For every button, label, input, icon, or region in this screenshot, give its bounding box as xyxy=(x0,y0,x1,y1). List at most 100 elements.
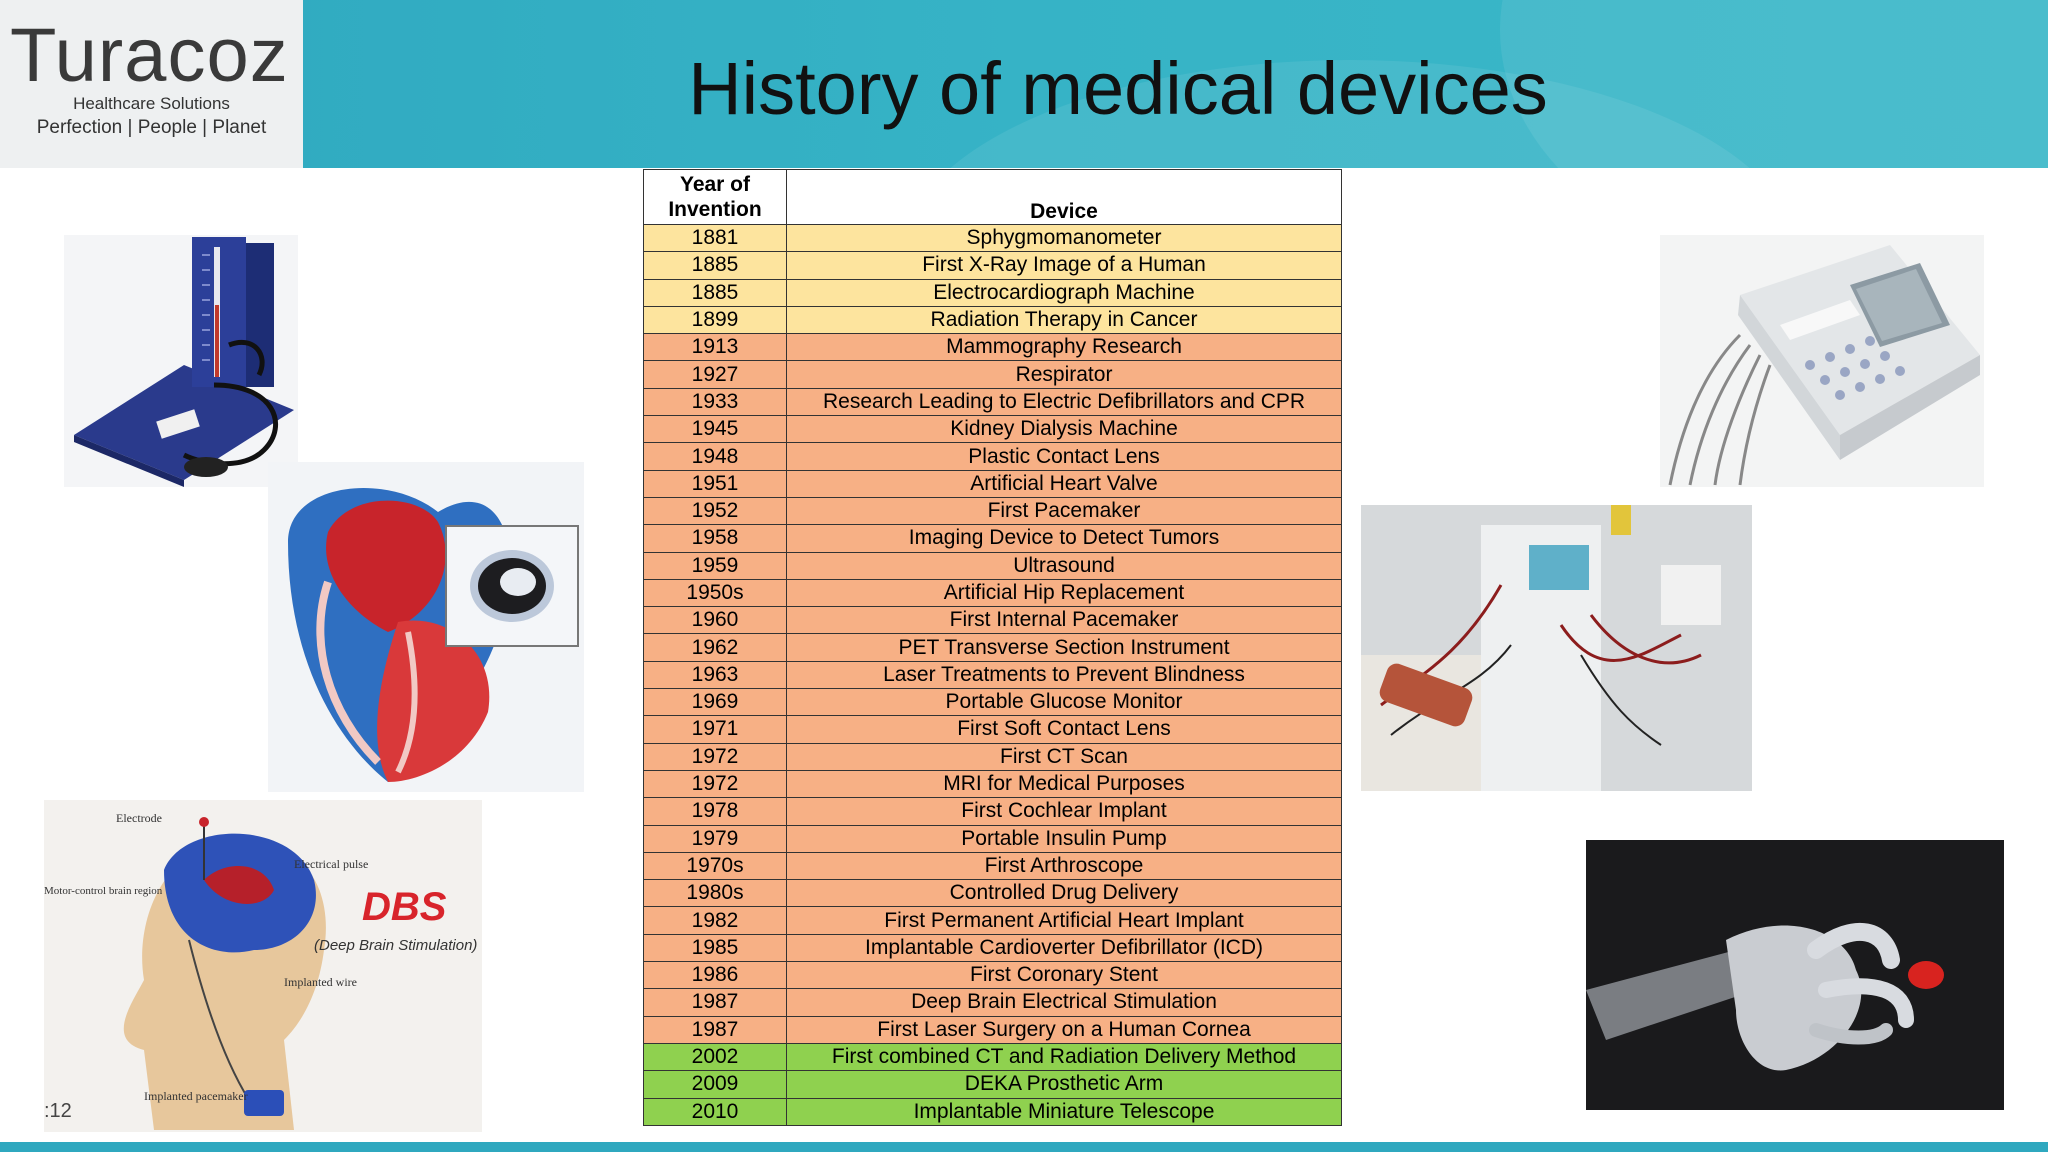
device-cell: First CT Scan xyxy=(786,742,1342,771)
label-motor: Motor-control brain region xyxy=(44,885,163,897)
device-cell: Radiation Therapy in Cancer xyxy=(786,305,1342,335)
year-cell: 1950s xyxy=(643,578,787,608)
table-row: 1913 Mammography Research xyxy=(643,333,1342,362)
year-cell: 1987 xyxy=(643,1015,787,1044)
device-cell: First Pacemaker xyxy=(786,496,1342,526)
year-cell: 1958 xyxy=(643,524,787,553)
year-cell: 1970s xyxy=(643,851,787,881)
label-pacemaker: Implanted pacemaker xyxy=(144,1089,248,1103)
table-row: 1987 First Laser Surgery on a Human Corne… xyxy=(643,1015,1342,1044)
device-cell: Deep Brain Electrical Stimulation xyxy=(786,988,1342,1017)
table-row: 1899 Radiation Therapy in Cancer xyxy=(643,305,1342,335)
device-cell: Sphygmomanometer xyxy=(786,223,1342,253)
device-cell: First combined CT and Radiation Delivery… xyxy=(786,1042,1342,1072)
year-cell: 1952 xyxy=(643,496,787,526)
year-cell: 1881 xyxy=(643,223,787,253)
device-cell: Artificial Heart Valve xyxy=(786,469,1342,498)
table-row: 1950s Artificial Hip Replacement xyxy=(643,578,1342,608)
prosthetic-arm-image xyxy=(1586,840,2004,1110)
table-row: 1927 Respirator xyxy=(643,360,1342,389)
logo-wordmark: Turacoz xyxy=(10,13,289,98)
table-row: 1978 First Cochlear Implant xyxy=(643,797,1342,826)
table-row: 1958 Imaging Device to Detect Tumors xyxy=(643,524,1342,553)
column-header-year: Year of Invention xyxy=(643,169,787,225)
label-wire: Implanted wire xyxy=(284,975,357,989)
table-row: 1885 First X-Ray Image of a Human xyxy=(643,251,1342,280)
year-cell: 1945 xyxy=(643,415,787,444)
table-row: 1963 Laser Treatments to Prevent Blindnes… xyxy=(643,660,1342,690)
year-cell: 1933 xyxy=(643,387,787,417)
device-cell: First Laser Surgery on a Human Cornea xyxy=(786,1015,1342,1044)
device-cell: First Internal Pacemaker xyxy=(786,606,1342,635)
device-cell: Mammography Research xyxy=(786,333,1342,362)
table-row: 1980s Controlled Drug Delivery xyxy=(643,879,1342,908)
table-body: 1881 Sphygmomanometer 1885 First X-Ray Imag… xyxy=(643,223,1342,1126)
table-row: 1987 Deep Brain Electrical Stimulation xyxy=(643,988,1342,1017)
year-cell: 1972 xyxy=(643,742,787,771)
table-row: 1972 First CT Scan xyxy=(643,742,1342,771)
table-row: 2010 Implantable Miniature Telescope xyxy=(643,1097,1342,1126)
logo-subtitle: Healthcare Solutions xyxy=(73,94,230,113)
device-cell: Implantable Miniature Telescope xyxy=(786,1097,1342,1126)
year-cell: 2010 xyxy=(643,1097,787,1126)
year-cell: 1980s xyxy=(643,879,787,908)
year-cell: 1885 xyxy=(643,251,787,280)
year-cell: 1986 xyxy=(643,961,787,990)
table-row: 1962 PET Transverse Section Instrument xyxy=(643,633,1342,662)
table-row: 1959 Ultrasound xyxy=(643,551,1342,580)
table-header-row: Year of Invention Device xyxy=(643,169,1342,225)
table-row: 2009 DEKA Prosthetic Arm xyxy=(643,1070,1342,1099)
device-cell: Plastic Contact Lens xyxy=(786,442,1342,471)
table-row: 1969 Portable Glucose Monitor xyxy=(643,688,1342,717)
header-banner: Turacoz Healthcare Solutions Perfection … xyxy=(0,0,2048,168)
table-row: 1948 Plastic Contact Lens xyxy=(643,442,1342,471)
column-header-device: Device xyxy=(786,169,1342,225)
table-row: 1985 Implantable Cardioverter Defibrillat… xyxy=(643,933,1342,963)
device-cell: Electrocardiograph Machine xyxy=(786,278,1342,307)
table-row: 1881 Sphygmomanometer xyxy=(643,223,1342,253)
device-cell: First Cochlear Implant xyxy=(786,797,1342,826)
device-cell: Imaging Device to Detect Tumors xyxy=(786,524,1342,553)
device-cell: First Soft Contact Lens xyxy=(786,715,1342,744)
year-cell: 1948 xyxy=(643,442,787,471)
device-cell: Implantable Cardioverter Defibrillator (… xyxy=(786,933,1342,963)
year-cell: 1960 xyxy=(643,606,787,635)
year-cell: 1978 xyxy=(643,797,787,826)
slide-title: History of medical devices xyxy=(688,47,1548,130)
year-cell: 1969 xyxy=(643,688,787,717)
year-cell: 1982 xyxy=(643,906,787,935)
table-row: 1986 First Coronary Stent xyxy=(643,961,1342,990)
table-row: 1971 First Soft Contact Lens xyxy=(643,715,1342,744)
year-cell: 1972 xyxy=(643,769,787,799)
table-row: 1952 First Pacemaker xyxy=(643,496,1342,526)
device-cell: Artificial Hip Replacement xyxy=(786,578,1342,608)
table-row: 1960 First Internal Pacemaker xyxy=(643,606,1342,635)
device-cell: Research Leading to Electric Defibrillat… xyxy=(786,387,1342,417)
deep-brain-stimulation-image: DBS (Deep Brain Stimulation) Electrode E… xyxy=(44,800,482,1132)
device-cell: Portable Glucose Monitor xyxy=(786,688,1342,717)
device-cell: Portable Insulin Pump xyxy=(786,824,1342,853)
logo-tagline: Perfection | People | Planet xyxy=(36,117,267,138)
footer-bar xyxy=(0,1142,2048,1152)
table-row: 1982 First Permanent Artificial Heart Imp… xyxy=(643,906,1342,935)
device-cell: First Coronary Stent xyxy=(786,961,1342,990)
year-cell: 2009 xyxy=(643,1070,787,1099)
device-cell: Laser Treatments to Prevent Blindness xyxy=(786,660,1342,690)
device-cell: Kidney Dialysis Machine xyxy=(786,415,1342,444)
year-cell: 1885 xyxy=(643,278,787,307)
table-row: 2002 First combined CT and Radiation Deli… xyxy=(643,1042,1342,1072)
year-cell: 1979 xyxy=(643,824,787,853)
device-cell: First X-Ray Image of a Human xyxy=(786,251,1342,280)
device-cell: Respirator xyxy=(786,360,1342,389)
table-row: 1945 Kidney Dialysis Machine xyxy=(643,415,1342,444)
year-cell: 1971 xyxy=(643,715,787,744)
table-row: 1972 MRI for Medical Purposes xyxy=(643,769,1342,799)
year-cell: 1959 xyxy=(643,551,787,580)
year-cell: 1913 xyxy=(643,333,787,362)
device-cell: Ultrasound xyxy=(786,551,1342,580)
dialysis-machine-image xyxy=(1361,505,1752,791)
label-electrode: Electrode xyxy=(116,811,162,825)
year-cell: 1985 xyxy=(643,933,787,963)
device-cell: PET Transverse Section Instrument xyxy=(786,633,1342,662)
logo: Turacoz Healthcare Solutions Perfection … xyxy=(0,0,303,168)
